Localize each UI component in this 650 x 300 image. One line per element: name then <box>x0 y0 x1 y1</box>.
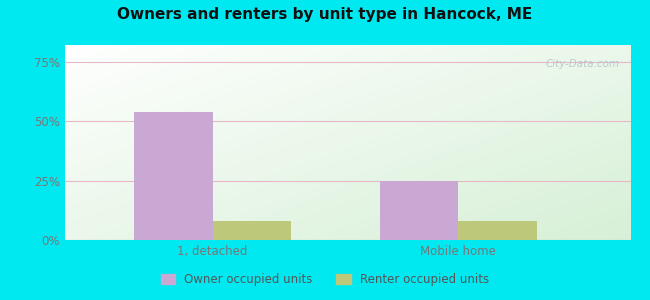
Legend: Owner occupied units, Renter occupied units: Owner occupied units, Renter occupied un… <box>156 269 494 291</box>
Bar <box>458 221 537 240</box>
Bar <box>380 181 458 240</box>
Text: Owners and renters by unit type in Hancock, ME: Owners and renters by unit type in Hanco… <box>118 8 532 22</box>
Bar <box>134 112 213 240</box>
Text: City-Data.com: City-Data.com <box>545 58 619 69</box>
Bar <box>213 221 291 240</box>
